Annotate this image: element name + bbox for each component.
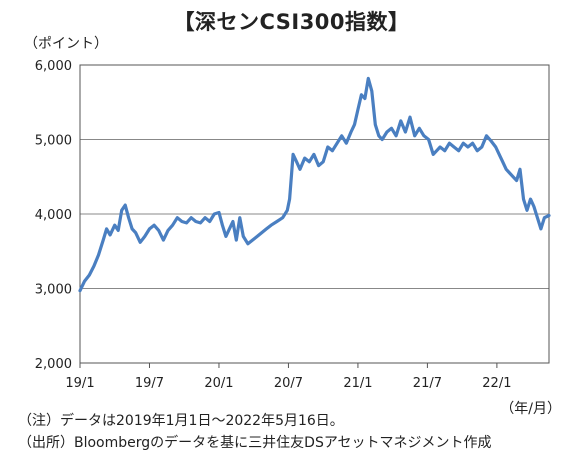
x-tick-label: 19/1 — [65, 376, 94, 391]
gridlines — [80, 139, 549, 289]
y-axis-unit: （ポイント） — [24, 36, 108, 52]
x-tick-label: 22/1 — [482, 376, 511, 391]
x-tick-label: 19/7 — [135, 376, 164, 391]
y-tick-label: 4,000 — [35, 208, 72, 223]
x-axis-ticks: 19/1 19/7 20/1 20/7 21/1 21/7 22/1 — [65, 363, 511, 391]
chart-title: 【深センCSI300指数】 — [173, 10, 410, 34]
y-tick-label: 5,000 — [35, 134, 72, 149]
footnote-date-range: （注）データは2019年1月1日～2022年5月16日。 — [18, 413, 344, 429]
y-tick-label: 6,000 — [35, 59, 72, 74]
x-tick-label: 21/1 — [343, 376, 372, 391]
y-tick-label: 2,000 — [35, 357, 72, 372]
y-axis-ticks: 6,000 5,000 4,000 3,000 2,000 — [35, 59, 72, 372]
x-tick-label: 21/7 — [413, 376, 442, 391]
x-tick-label: 20/7 — [274, 376, 303, 391]
y-tick-label: 3,000 — [35, 283, 72, 298]
x-axis-unit: （年/月） — [500, 401, 561, 417]
series-line — [78, 76, 551, 293]
footnote-source: （出所）Bloombergのデータを基に三井住友DSアセットマネジメント作成 — [18, 435, 492, 451]
x-tick-label: 20/1 — [204, 376, 233, 391]
